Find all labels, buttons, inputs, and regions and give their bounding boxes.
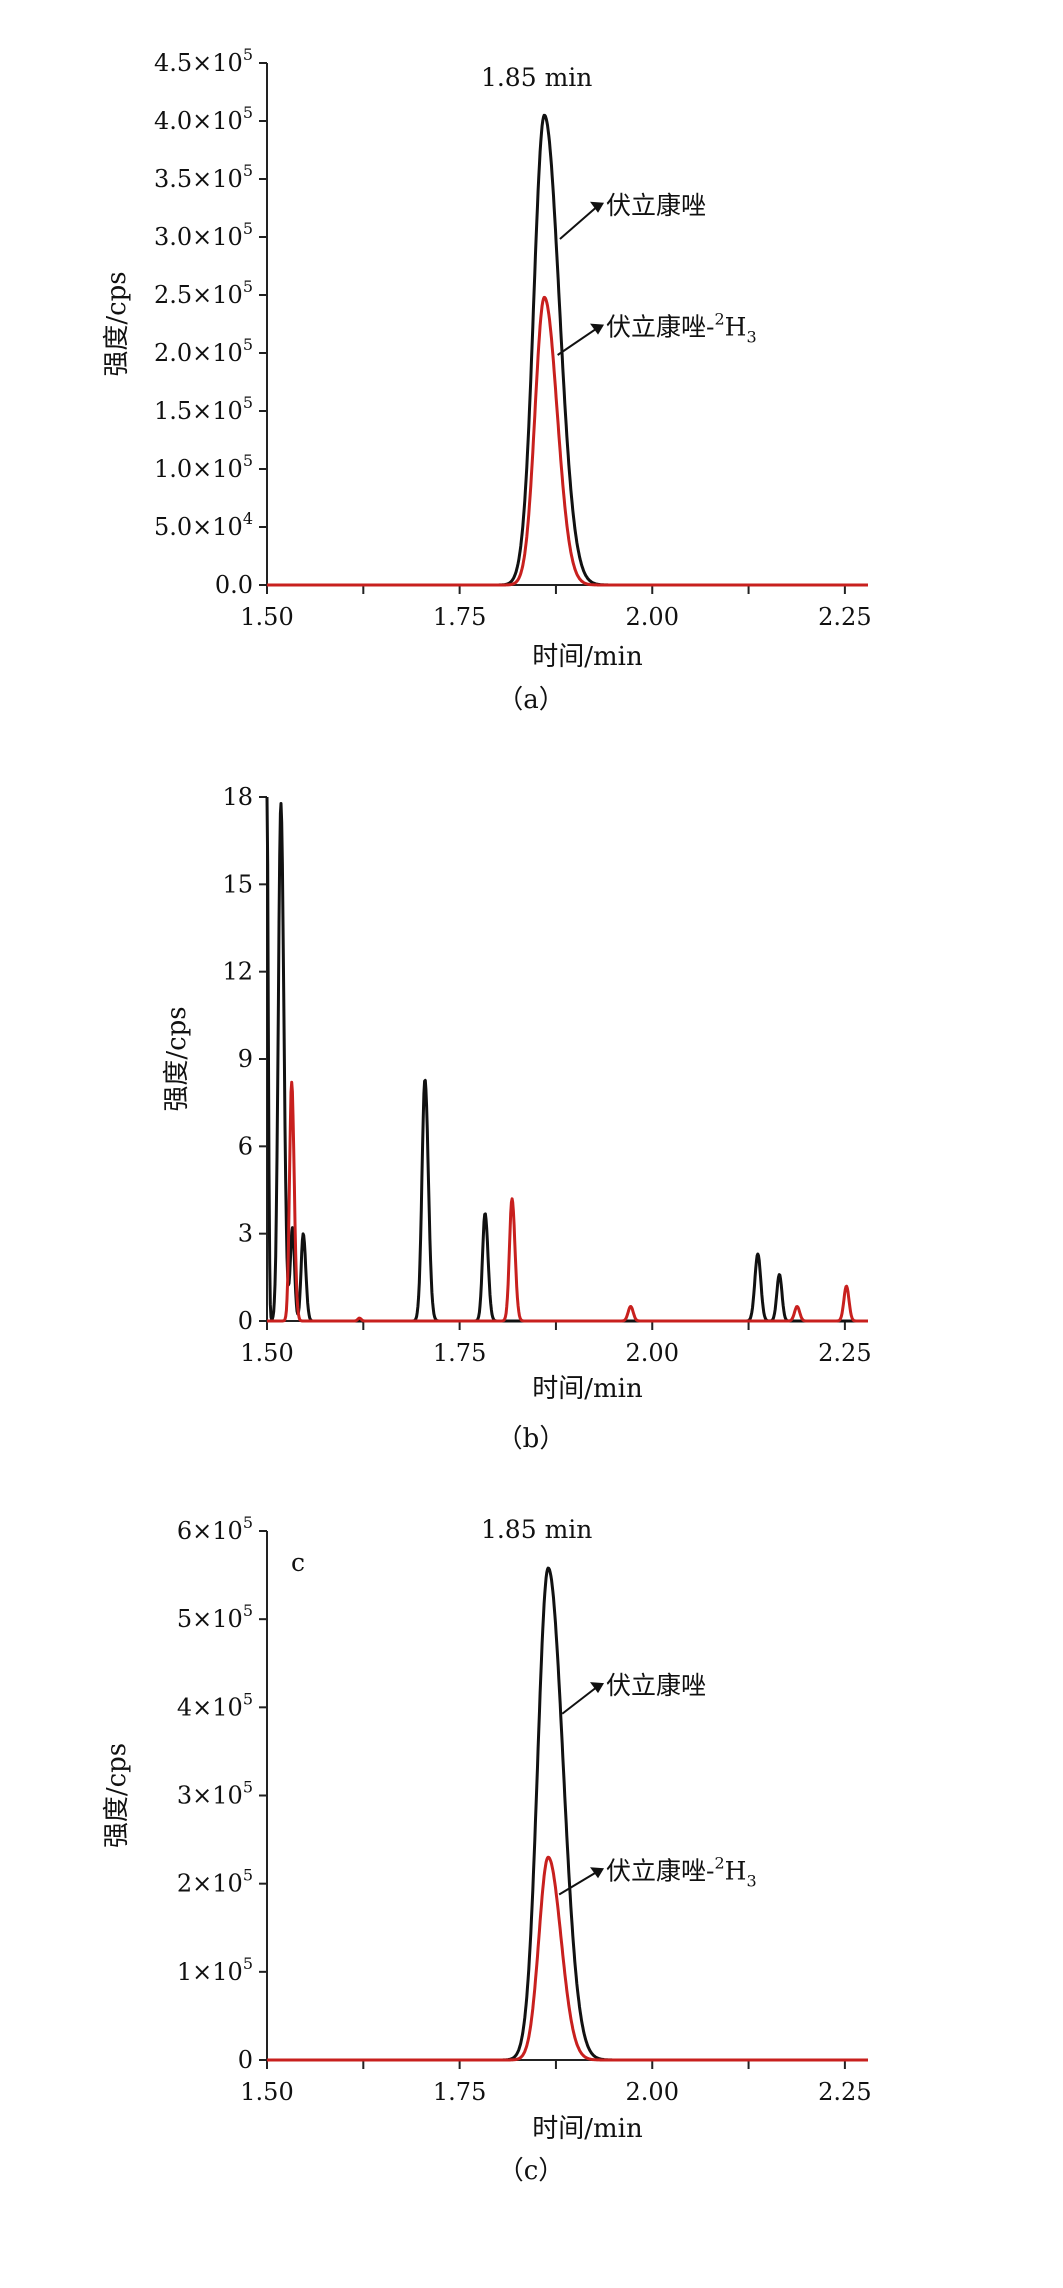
y-tick-label: 2×105 — [177, 1866, 253, 1898]
series-label: 伏立康唑 — [606, 1671, 706, 1700]
series-line-voriconazole — [265, 796, 869, 1323]
y-axis-label: 强度/cps — [162, 1006, 192, 1111]
panel-letter: c — [291, 1548, 305, 1577]
series-line-voriconazole-d3 — [266, 295, 869, 587]
series-label: 伏立康唑-2H3 — [606, 310, 757, 347]
peak-annotation: 1.85 min — [481, 1515, 592, 1544]
label-arrow-line — [558, 1870, 599, 1896]
x-tick-label: 1.50 — [240, 1339, 293, 1367]
series-line-voriconazole — [266, 113, 869, 587]
y-tick-label: 4.5×105 — [154, 45, 253, 77]
x-axis-label: 时间/min — [532, 2114, 643, 2144]
y-tick-label: 6×105 — [177, 1513, 253, 1545]
x-tick-label: 2.00 — [626, 2078, 679, 2106]
y-tick-label: 1×105 — [177, 1954, 253, 1986]
label-arrow-line — [557, 326, 599, 356]
x-tick-label: 1.50 — [240, 2078, 293, 2106]
x-tick-label: 2.00 — [626, 603, 679, 631]
y-tick-label: 5×105 — [177, 1601, 253, 1633]
figure-caption: （b） — [497, 1424, 566, 1454]
chart-a: 0.0 5.0×104 1.0×105 1.5×105 2.0×105 2.5×105 3.… — [102, 45, 872, 715]
y-tick-label: 4×105 — [177, 1689, 253, 1721]
y-tick-label: 18 — [222, 783, 253, 811]
chart-c: 0 1×105 2×105 3×105 4×105 5×105 6×105 1.50 1.75 2… — [102, 1513, 872, 2186]
y-tick-label: 3 — [238, 1220, 253, 1248]
y-tick-label: 0 — [238, 1307, 253, 1335]
y-tick-label: 3.5×105 — [154, 161, 253, 193]
label-arrowhead — [590, 1682, 605, 1694]
x-tick-label: 2.25 — [818, 2078, 871, 2106]
label-arrow-line — [559, 205, 599, 240]
peak-annotation: 1.85 min — [481, 63, 592, 92]
x-axis-label: 时间/min — [532, 642, 643, 672]
x-tick-label: 1.50 — [240, 603, 293, 631]
x-axis-label: 时间/min — [532, 1374, 643, 1404]
series-label: 伏立康唑 — [606, 191, 706, 220]
y-tick-label: 1.5×105 — [154, 393, 253, 425]
y-tick-label: 12 — [222, 958, 253, 986]
y-tick-label: 1.0×105 — [154, 451, 253, 483]
x-tick-label: 2.25 — [818, 603, 871, 631]
y-tick-label: 2.5×105 — [154, 277, 253, 309]
y-axis-label: 强度/cps — [102, 1743, 132, 1848]
y-tick-label: 3.0×105 — [154, 219, 253, 251]
x-tick-label: 2.00 — [626, 1339, 679, 1367]
y-tick-label: 4.0×105 — [154, 103, 253, 135]
chart-panel-a: 0.0 5.0×104 1.0×105 1.5×105 2.0×105 2.5×105 3.… — [0, 0, 1063, 735]
figure-caption: （a） — [497, 685, 565, 715]
y-axis-label: 强度/cps — [102, 271, 132, 376]
y-tick-label: 15 — [222, 870, 253, 898]
y-tick-label: 0.0 — [215, 571, 253, 599]
y-tick-label: 9 — [238, 1045, 253, 1073]
y-tick-label: 0 — [238, 2046, 253, 2074]
y-tick-label: 5.0×104 — [154, 509, 253, 541]
y-tick-label: 6 — [238, 1132, 253, 1160]
series-label: 伏立康唑-2H3 — [606, 1853, 757, 1890]
x-tick-label: 1.75 — [433, 603, 486, 631]
label-arrowhead — [590, 1867, 605, 1879]
y-tick-label: 2.0×105 — [154, 335, 253, 367]
series-line-voriconazole-d3 — [266, 1855, 869, 2062]
x-tick-label: 2.25 — [818, 1339, 871, 1367]
x-tick-label: 1.75 — [433, 2078, 486, 2106]
label-arrowhead — [590, 201, 605, 213]
figure-caption: （c） — [498, 2156, 565, 2186]
chart-panel-c: 0 1×105 2×105 3×105 4×105 5×105 6×105 1.50 1.75 2… — [0, 1485, 1063, 2284]
x-tick-label: 1.75 — [433, 1339, 486, 1367]
label-arrow-line — [561, 1685, 599, 1715]
chart-panel-b: 0 3 6 9 12 15 18 1.50 1.75 2.00 2.25 时间/min 强度/cps （b… — [0, 735, 1063, 1485]
y-tick-label: 3×105 — [177, 1778, 253, 1810]
label-arrowhead — [590, 323, 605, 335]
series-line-voriconazole-d3 — [266, 1080, 869, 1323]
chart-b: 0 3 6 9 12 15 18 1.50 1.75 2.00 2.25 时间/min 强度/cps （b… — [162, 783, 872, 1454]
